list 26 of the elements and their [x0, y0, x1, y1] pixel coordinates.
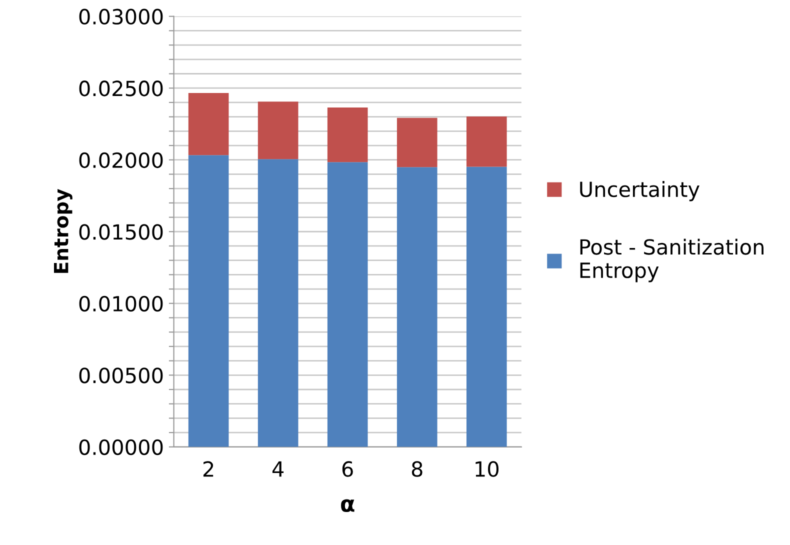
y-tick-label: 0.01500 [79, 224, 163, 240]
y-axis-title: Entropy [54, 188, 72, 273]
x-tick-label: 8 [412, 461, 422, 477]
bar [396, 167, 438, 447]
y-tick-label: 0.02000 [79, 152, 163, 168]
y-tick-label: 0.03000 [79, 8, 163, 25]
bar [188, 92, 229, 156]
y-tick-label: 0.00000 [79, 439, 163, 456]
x-tick-label: 10 [476, 461, 499, 477]
y-tick-label: 0.02500 [79, 80, 163, 96]
bar [327, 162, 368, 447]
x-tick-label: 4 [272, 461, 284, 477]
bar [466, 116, 507, 167]
bar [327, 107, 368, 162]
x-tick-label: 6 [342, 461, 353, 477]
bar [466, 166, 507, 447]
y-tick-label: 0.00500 [79, 368, 163, 384]
x-axis-title: α [341, 499, 354, 512]
bar [188, 155, 229, 447]
legend-label: Post - Sanitization Entropy [580, 238, 764, 282]
x-tick-label: 2 [203, 461, 214, 477]
y-tick-label: 0.01000 [79, 296, 163, 312]
bar [396, 118, 438, 168]
bar [258, 102, 298, 160]
legend-label: Uncertainty [580, 181, 700, 202]
bar [258, 159, 298, 447]
